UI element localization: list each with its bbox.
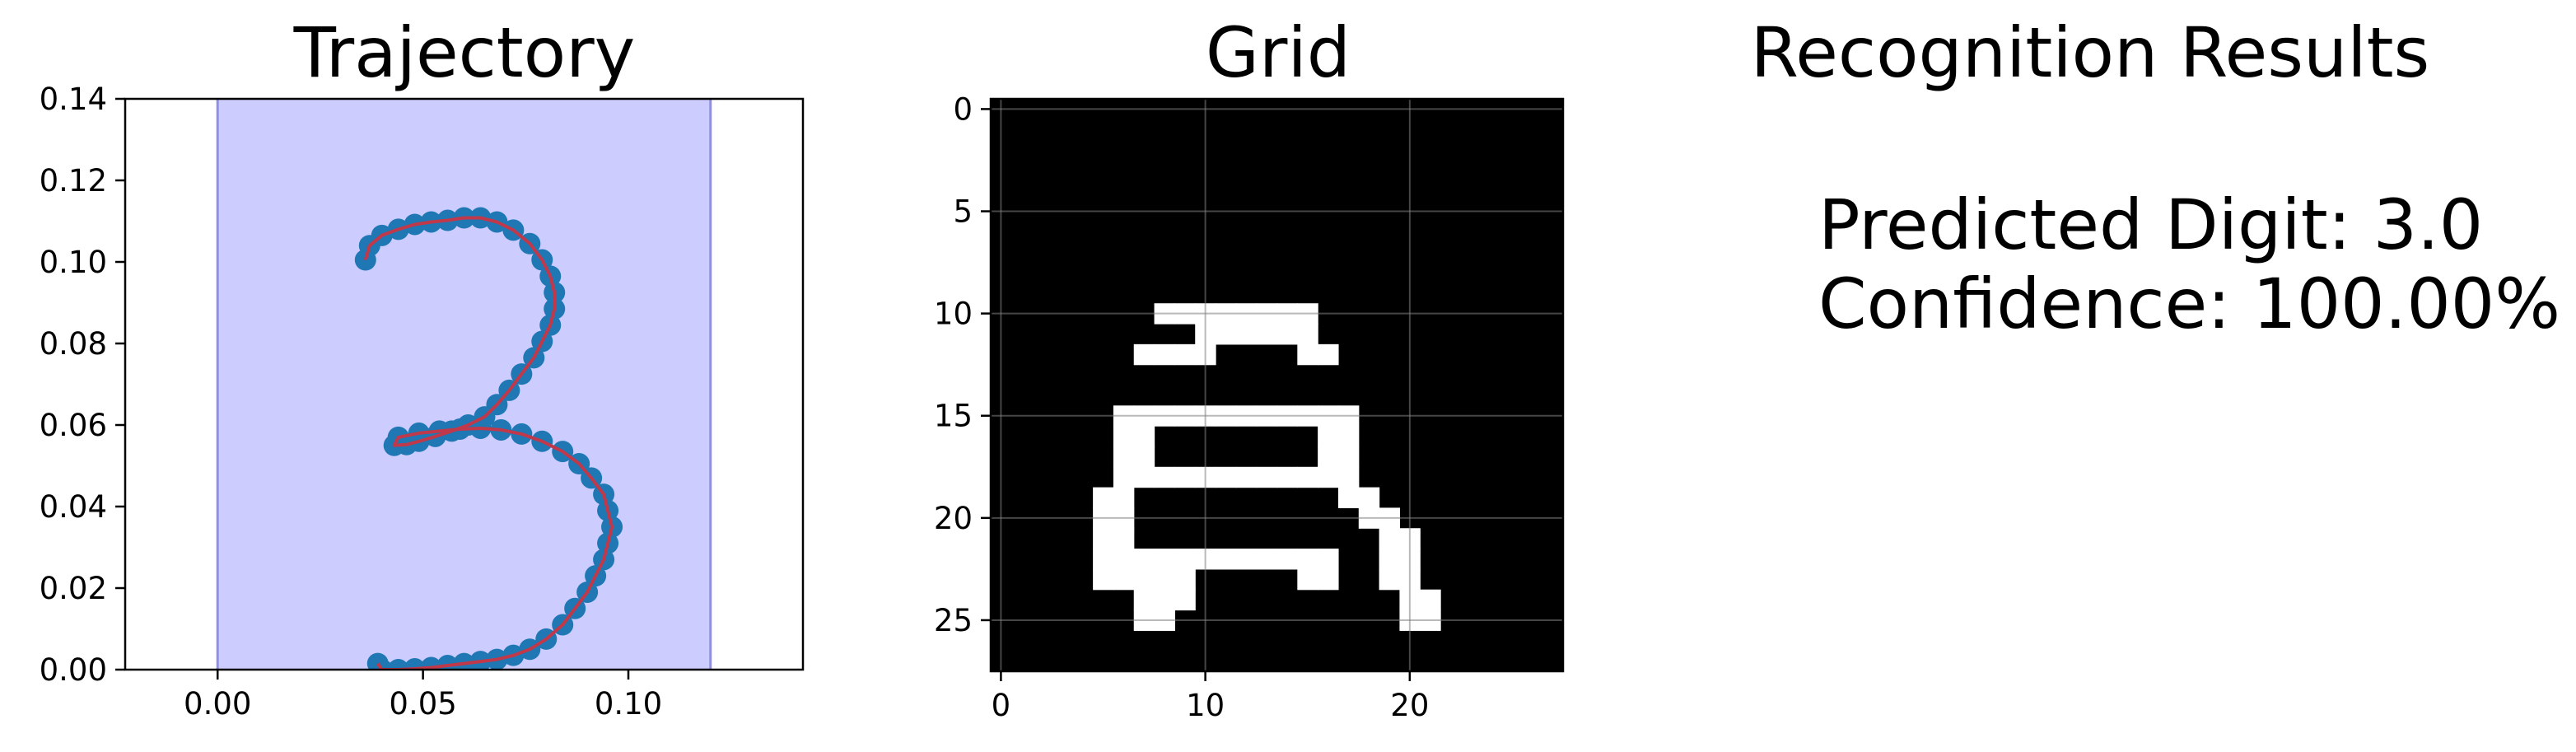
grid-cell — [1216, 324, 1237, 345]
grid-cell — [1113, 446, 1135, 468]
grid-cell — [1093, 568, 1114, 591]
grid-cell — [1358, 487, 1380, 509]
grid-cell — [1113, 568, 1135, 591]
grid-cell — [1379, 568, 1401, 591]
grid-cells — [1093, 303, 1441, 631]
trajectory-plot: 0.00 0.05 0.10 0.00 0.02 0.04 0.06 0.08 0.10 0.12… — [40, 82, 805, 722]
grid-cell — [1379, 528, 1401, 549]
grid-cell — [1318, 343, 1339, 366]
grid-cell — [1297, 466, 1318, 488]
trajectory-point — [366, 652, 389, 670]
x-tick-label: 10 — [1186, 688, 1225, 723]
trajectory-point — [404, 658, 426, 670]
grid-cell — [1174, 549, 1196, 570]
grid-cell — [1113, 466, 1135, 488]
grid-cell — [1318, 568, 1339, 591]
grid-cell — [1379, 549, 1401, 570]
grid-cell — [1297, 549, 1318, 570]
grid-cell — [1256, 324, 1278, 345]
x-tick-label: 0.05 — [389, 686, 456, 722]
grid-plot: 0 10 20 0 5 10 15 20 25 — [934, 91, 1565, 723]
grid-cell — [1093, 528, 1114, 549]
grid-cell — [1133, 426, 1155, 447]
grid-cell — [1318, 466, 1339, 488]
grid-cell — [1154, 343, 1175, 366]
trajectory-frame — [124, 97, 805, 671]
grid-cell — [1420, 589, 1441, 611]
grid-cell — [1154, 589, 1175, 611]
grid-cell — [1113, 426, 1135, 447]
grid-cell — [1154, 549, 1175, 570]
y-tick-label: 0.08 — [40, 326, 107, 362]
y-tick-label: 25 — [934, 603, 973, 638]
grid-cell — [1133, 589, 1155, 611]
grid-title: Grid — [1206, 12, 1351, 93]
grid-cell — [1133, 568, 1155, 591]
y-tick-label: 0.10 — [40, 245, 107, 280]
y-tick-label: 0.02 — [40, 571, 107, 606]
grid-cell — [1297, 568, 1318, 591]
grid-cell — [1297, 324, 1318, 345]
y-tick-label: 10 — [934, 297, 973, 332]
grid-background — [991, 99, 1563, 671]
grid-cell — [1256, 466, 1278, 488]
grid-cell — [1318, 549, 1339, 570]
grid-cell — [1276, 549, 1298, 570]
grid-cell — [1276, 466, 1298, 488]
trajectory-line — [363, 216, 614, 670]
grid-frame — [989, 97, 1565, 673]
y-tick-label: 0.06 — [40, 408, 107, 443]
y-tick-label: 0.00 — [40, 652, 107, 688]
predicted-digit-text: Predicted Digit: 3.0 — [1818, 184, 2483, 265]
x-tick-label: 0.00 — [184, 686, 251, 722]
grid-cell — [1337, 426, 1360, 447]
grid-cell — [1093, 549, 1114, 570]
grid-cell — [1174, 568, 1196, 591]
grid-cell — [1133, 446, 1155, 468]
x-tick-label: 20 — [1390, 688, 1429, 723]
y-tick-label: 0 — [953, 91, 973, 127]
shaded-band — [217, 99, 711, 670]
grid-cell — [1297, 343, 1318, 366]
y-tick-label: 20 — [934, 501, 973, 536]
grid-cell — [1154, 466, 1175, 488]
y-tick-label: 15 — [934, 399, 973, 434]
grid-cell — [1318, 426, 1339, 447]
grid-cell — [1216, 466, 1237, 488]
grid-cell — [1093, 487, 1114, 509]
y-tick-label: 0.14 — [40, 82, 107, 117]
grid-cell — [1256, 549, 1278, 570]
y-tick-label: 0.04 — [40, 489, 107, 525]
grid-cell — [1174, 589, 1196, 611]
confidence-text: Confidence: 100.00% — [1818, 264, 2560, 344]
trajectory-title: Trajectory — [293, 12, 636, 93]
grid-cell — [1113, 528, 1135, 549]
grid-cell — [1133, 343, 1155, 366]
grid-cell — [1174, 343, 1196, 366]
grid-cell — [1174, 466, 1196, 488]
x-tick-label: 0 — [992, 688, 1011, 723]
grid-cell — [1235, 549, 1258, 570]
grid-cell — [1235, 324, 1258, 345]
grid-cell — [1113, 549, 1135, 570]
grid-cell — [1216, 549, 1237, 570]
grid-cell — [1113, 487, 1135, 509]
trajectory-point — [387, 659, 409, 670]
results-title: Recognition Results — [1751, 12, 2430, 93]
grid-cell — [1154, 568, 1175, 591]
y-tick-label: 0.12 — [40, 163, 107, 199]
x-tick-label: 0.10 — [595, 686, 662, 722]
grid-cell — [1235, 466, 1258, 488]
grid-cell — [1337, 466, 1360, 488]
grid-cell — [1276, 324, 1298, 345]
y-tick-label: 5 — [953, 194, 973, 230]
grid-cell — [1133, 549, 1155, 570]
grid-cell — [1318, 446, 1339, 468]
grid-cell — [1337, 487, 1360, 509]
grid-cell — [1133, 466, 1155, 488]
grid-cell — [1337, 446, 1360, 468]
